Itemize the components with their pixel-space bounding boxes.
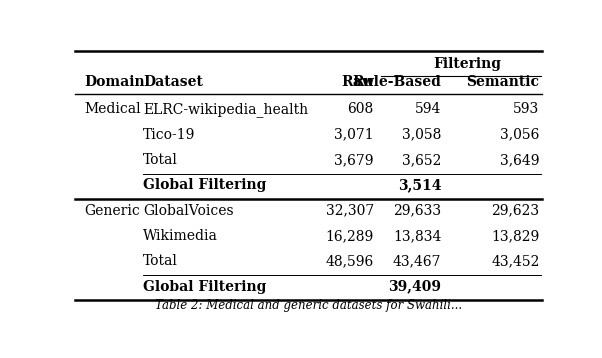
Text: Global Filtering: Global Filtering <box>143 178 266 192</box>
Text: Domain: Domain <box>84 75 145 89</box>
Text: Global Filtering: Global Filtering <box>143 280 266 294</box>
Text: 39,409: 39,409 <box>388 280 441 294</box>
Text: 13,829: 13,829 <box>491 229 539 243</box>
Text: Generic: Generic <box>84 204 140 218</box>
Text: 43,467: 43,467 <box>393 254 441 268</box>
Text: 13,834: 13,834 <box>393 229 441 243</box>
Text: 594: 594 <box>415 102 441 116</box>
Text: Tico-19: Tico-19 <box>143 127 195 141</box>
Text: 3,056: 3,056 <box>500 127 539 141</box>
Text: ELRC-wikipedia_health: ELRC-wikipedia_health <box>143 102 308 117</box>
Text: 608: 608 <box>347 102 374 116</box>
Text: Semantic: Semantic <box>467 75 539 89</box>
Text: 3,071: 3,071 <box>334 127 374 141</box>
Text: Medical: Medical <box>84 102 141 116</box>
Text: 3,514: 3,514 <box>398 178 441 192</box>
Text: 3,652: 3,652 <box>402 153 441 167</box>
Text: 29,633: 29,633 <box>393 204 441 218</box>
Text: 48,596: 48,596 <box>326 254 374 268</box>
Text: Total: Total <box>143 254 178 268</box>
Text: Rule-Based: Rule-Based <box>353 75 441 89</box>
Text: Table 2: Medical and generic datasets for Swahili...: Table 2: Medical and generic datasets fo… <box>155 299 462 312</box>
Text: 3,058: 3,058 <box>402 127 441 141</box>
Text: 16,289: 16,289 <box>326 229 374 243</box>
Text: 3,649: 3,649 <box>500 153 539 167</box>
Text: Total: Total <box>143 153 178 167</box>
Text: GlobalVoices: GlobalVoices <box>143 204 234 218</box>
Text: 32,307: 32,307 <box>326 204 374 218</box>
Text: 3,679: 3,679 <box>334 153 374 167</box>
Text: 43,452: 43,452 <box>491 254 539 268</box>
Text: Raw: Raw <box>341 75 374 89</box>
Text: 593: 593 <box>514 102 539 116</box>
Text: Wikimedia: Wikimedia <box>143 229 218 243</box>
Text: Dataset: Dataset <box>143 75 203 89</box>
Text: Filtering: Filtering <box>433 57 501 71</box>
Text: 29,623: 29,623 <box>491 204 539 218</box>
